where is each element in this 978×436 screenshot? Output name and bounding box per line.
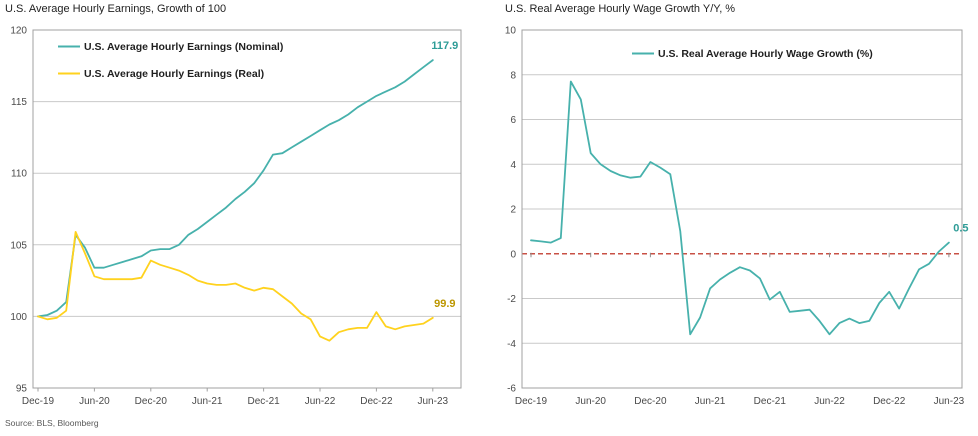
- y-axis-tick-label: -6: [507, 384, 516, 395]
- earnings-index-chart-canvas: 95 100 105 110 115 120 Dec-19 Jun-20 Dec-20 Jun-2…: [10, 26, 462, 407]
- y-axis-tick-label: 110: [11, 169, 27, 180]
- y-axis-tick-label: 100: [10, 312, 27, 323]
- x-axis-tick-label: Jun-21: [695, 396, 726, 407]
- y-axis-tick-label: -2: [507, 294, 516, 305]
- y-axis-tick-label: 115: [11, 97, 27, 108]
- x-axis-tick-label: Jun-23: [418, 396, 449, 407]
- x-axis-tick-label: Dec-19: [22, 396, 55, 407]
- y-axis-tick-label: 95: [16, 384, 28, 395]
- series-line-0: [530, 80, 950, 336]
- x-axis-tick-label: Jun-21: [192, 396, 223, 407]
- x-axis-tick-label: Jun-22: [814, 396, 845, 407]
- y-axis-tick-label: 6: [510, 115, 516, 126]
- real-wage-growth-chart-panel: -6 -4 -2 0 2 4 6 8 10 Dec-19 Jun-20 Dec-20 Jun-21 Dec…: [489, 0, 978, 436]
- y-axis-tick-label: 2: [510, 205, 516, 216]
- x-axis-tick-label: Jun-22: [305, 396, 336, 407]
- series-end-value-label-0: 117.9: [431, 40, 458, 52]
- x-axis-tick-label: Jun-23: [934, 396, 965, 407]
- series-line-1: [37, 230, 434, 342]
- x-axis-tick-label: Dec-21: [247, 396, 280, 407]
- real-wage-growth-chart-title: U.S. Real Average Hourly Wage Growth Y/Y…: [505, 3, 736, 15]
- x-axis-tick-label: Jun-20: [575, 396, 606, 407]
- x-axis-tick-label: Dec-20: [634, 396, 667, 407]
- x-axis-tick-label: Dec-20: [135, 396, 168, 407]
- y-axis-tick-label: 4: [510, 160, 516, 171]
- series-end-value-label-1: 99.9: [434, 298, 455, 310]
- x-axis-tick-label: Dec-22: [360, 396, 393, 407]
- legend-label-0: U.S. Real Average Hourly Wage Growth (%): [658, 48, 873, 60]
- x-axis-tick-label: Dec-22: [873, 396, 906, 407]
- y-axis-tick-label: 120: [10, 26, 27, 37]
- source-note: Source: BLS, Bloomberg: [5, 418, 99, 428]
- legend-label-0: U.S. Average Hourly Earnings (Nominal): [84, 41, 283, 53]
- y-axis-tick-label: 0: [510, 249, 516, 260]
- y-axis-tick-label: 8: [510, 70, 516, 81]
- legend-label-1: U.S. Average Hourly Earnings (Real): [84, 68, 264, 80]
- plot-border: [521, 29, 963, 389]
- real-wage-growth-chart-canvas: -6 -4 -2 0 2 4 6 8 10 Dec-19 Jun-20 Dec-20 Jun-21 Dec…: [505, 26, 969, 408]
- series-line-0: [37, 59, 434, 318]
- plot-border: [32, 29, 462, 389]
- y-axis-tick-label: 10: [505, 26, 517, 37]
- nominal-vs-real-earnings-chart-panel: 95 100 105 110 115 120 Dec-19 Jun-20 Dec-20 Jun-2…: [5, 3, 462, 407]
- series-end-value-label-0: 0.5: [953, 223, 968, 235]
- x-axis-tick-label: Dec-19: [515, 396, 548, 407]
- x-axis-tick-label: Jun-20: [79, 396, 110, 407]
- y-axis-tick-label: 105: [10, 240, 27, 251]
- x-axis-tick-label: Dec-21: [754, 396, 787, 407]
- earnings-index-chart-title: U.S. Average Hourly Earnings, Growth of …: [5, 3, 227, 15]
- y-axis-tick-label: -4: [507, 339, 516, 350]
